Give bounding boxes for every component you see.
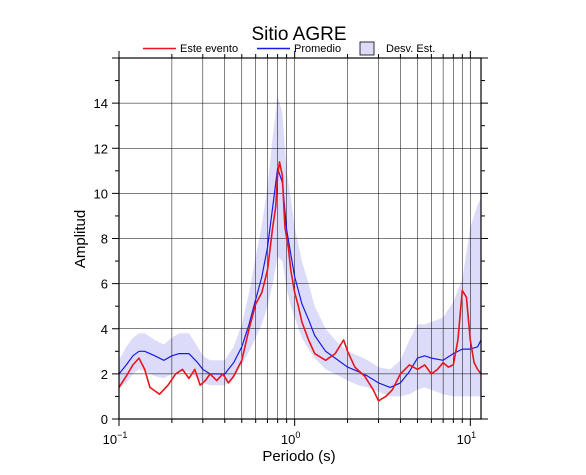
x-tick-label-exponent: 0 — [295, 430, 300, 440]
y-tick-label: 12 — [94, 141, 108, 156]
x-tick-label-base: 10 — [281, 432, 295, 447]
tick-marks — [112, 51, 488, 426]
y-tick-label: 2 — [101, 367, 108, 382]
legend: Este evento Promedio Desv. Est. — [143, 41, 435, 56]
y-tick-label: 6 — [101, 277, 108, 292]
desv-est-band-layer — [119, 96, 481, 397]
y-tick-label: 14 — [94, 96, 108, 111]
legend-swatch-desv-est — [359, 41, 375, 56]
chart-title: Sitio AGRE — [251, 24, 346, 45]
y-tick-label: 10 — [94, 186, 108, 201]
legend-label-desv-est: Desv. Est. — [386, 43, 435, 55]
legend-label-promedio: Promedio — [294, 43, 341, 55]
x-tick-label-exponent: 1 — [471, 430, 476, 440]
y-axis-label: Amplitud — [72, 210, 89, 268]
x-tick-label: 100 — [281, 430, 300, 447]
y-tick-label: 0 — [101, 412, 108, 427]
series-band-desv-est — [119, 96, 481, 397]
x-axis-label: Periodo (s) — [262, 448, 335, 465]
legend-label-este-evento: Este evento — [180, 43, 238, 55]
y-tick-label: 8 — [101, 232, 108, 247]
series-line-este-evento — [119, 161, 481, 402]
x-tick-label-exponent: −1 — [117, 430, 127, 440]
y-tick-label: 4 — [101, 322, 108, 337]
x-tick-label: 10−1 — [103, 430, 128, 447]
series-layer — [119, 161, 481, 402]
grid — [118, 58, 481, 419]
x-tick-label-base: 10 — [103, 432, 117, 447]
x-tick-label: 101 — [457, 430, 476, 447]
x-tick-label-base: 10 — [457, 432, 471, 447]
